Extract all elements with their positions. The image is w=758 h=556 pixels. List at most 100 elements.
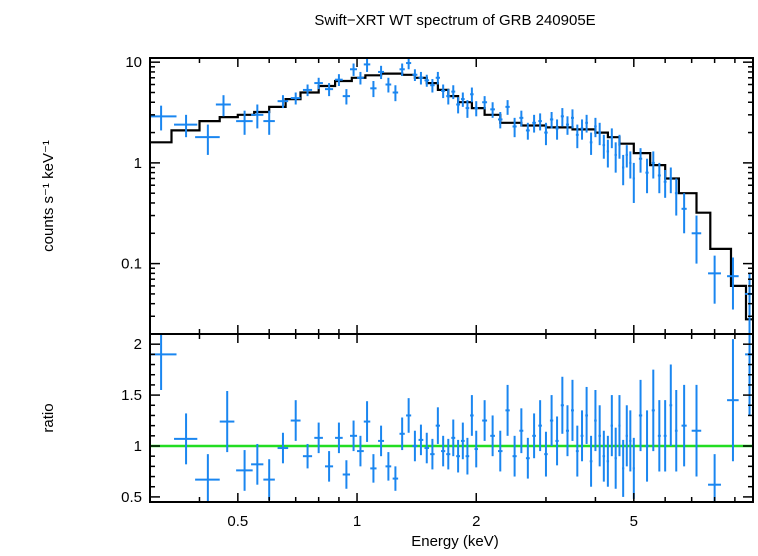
- spectrum-point: [560, 108, 564, 127]
- ratio-point: [657, 400, 661, 472]
- spectrum-point: [538, 113, 542, 131]
- spectrum-point: [645, 158, 649, 194]
- spectrum-point: [460, 92, 465, 107]
- ratio-point: [498, 430, 503, 472]
- ratio-point: [378, 425, 385, 457]
- spectrum-point: [456, 97, 461, 114]
- ratio-point: [277, 432, 289, 464]
- spectrum-point: [482, 96, 488, 110]
- spectrum-point: [474, 101, 478, 117]
- spectrum-point: [430, 79, 435, 93]
- ratio-point: [674, 390, 678, 472]
- spectrum-point: [602, 134, 606, 159]
- spectrum-point: [663, 169, 667, 198]
- ratio-point: [350, 420, 358, 452]
- ratio-y-axis-label: ratio: [40, 403, 57, 432]
- spectrum-point: [435, 71, 440, 85]
- spectrum-y-tick-label: 0.1: [121, 256, 142, 273]
- spectrum-point: [589, 132, 593, 155]
- spectrum-point: [594, 117, 597, 138]
- model-curve: [150, 72, 753, 321]
- ratio-point: [691, 384, 702, 477]
- spectrum-point: [385, 77, 392, 93]
- ratio-point: [565, 405, 569, 457]
- spectrum-point: [263, 110, 275, 135]
- ratio-point: [418, 424, 424, 456]
- spectrum-y-axis-label: counts s⁻¹ keV⁻¹: [40, 140, 57, 252]
- spectrum-point: [598, 122, 601, 146]
- spectrum-point: [622, 154, 625, 186]
- ratio-point: [370, 454, 377, 483]
- spectrum-point: [251, 104, 264, 129]
- spectrum-point: [525, 122, 530, 140]
- ratio-point: [663, 400, 667, 472]
- ratio-point: [512, 435, 517, 477]
- ratio-point: [290, 400, 301, 441]
- spectrum-point: [370, 81, 377, 98]
- spectrum-point: [357, 71, 364, 85]
- spectrum-point: [625, 145, 628, 168]
- spectrum-point: [674, 178, 678, 216]
- spectrum-point: [470, 87, 474, 103]
- spectrum-point: [350, 63, 358, 76]
- spectrum-point: [708, 255, 721, 304]
- spectrum-point: [392, 85, 399, 102]
- ratio-point: [460, 422, 465, 460]
- ratio-point: [342, 460, 351, 489]
- spectrum-point: [638, 148, 643, 173]
- spectrum-point: [606, 139, 610, 168]
- ratio-point: [681, 384, 687, 467]
- spectrum-point: [412, 69, 418, 82]
- spectrum-point: [580, 119, 584, 140]
- ratio-point: [465, 437, 470, 475]
- ratio-point: [251, 443, 264, 485]
- ratio-point: [585, 386, 588, 444]
- spectrum-point: [618, 134, 621, 159]
- x-axis-label: Energy (keV): [411, 533, 499, 550]
- spectrum-frame: [149, 57, 754, 335]
- x-tick-label: 0.5: [227, 513, 248, 530]
- ratio-point: [302, 443, 313, 469]
- spectrum-point: [585, 114, 588, 133]
- ratio-point: [519, 408, 524, 454]
- ratio-point: [632, 437, 635, 499]
- spectrum-point: [669, 167, 673, 194]
- ratio-point: [474, 430, 478, 468]
- ratio-point: [629, 410, 632, 472]
- spectrum-y-tick-label: 10: [125, 54, 142, 71]
- ratio-point: [490, 415, 495, 457]
- ratio-point: [150, 334, 177, 390]
- spectrum-point: [614, 142, 617, 173]
- ratio-point: [610, 395, 613, 457]
- spectrum-point: [532, 114, 536, 133]
- spectrum-point: [498, 112, 503, 129]
- ratio-point: [385, 452, 392, 481]
- spectrum-point: [363, 58, 371, 72]
- spectrum-point: [378, 65, 385, 80]
- ratio-point: [470, 395, 474, 436]
- spectrum-point: [314, 77, 323, 90]
- spectrum-point: [505, 100, 510, 115]
- spectrum-point: [290, 92, 301, 105]
- ratio-frame: [149, 333, 754, 503]
- x-tick-label: 5: [630, 513, 638, 530]
- spectrum-point: [174, 114, 198, 138]
- spectrum-point: [555, 119, 559, 140]
- spectrum-point: [512, 117, 517, 138]
- ratio-point: [549, 395, 554, 446]
- spectrum-point: [418, 71, 424, 85]
- spectrum-point: [727, 257, 739, 310]
- ratio-point: [424, 432, 430, 464]
- x-tick-label: 1: [353, 513, 361, 530]
- ratio-y-tick-label: 1.5: [121, 387, 142, 404]
- spectrum-point: [565, 116, 569, 135]
- spectrum-point: [657, 162, 661, 194]
- spectrum-y-tick-label: 1: [134, 155, 142, 172]
- ratio-point: [618, 395, 621, 457]
- ratio-point: [525, 437, 530, 479]
- spectrum-point: [195, 124, 220, 155]
- ratio-point: [430, 438, 435, 470]
- ratio-y-tick-label: 2: [134, 336, 142, 353]
- ratio-point: [219, 391, 235, 453]
- ratio-point: [575, 425, 579, 477]
